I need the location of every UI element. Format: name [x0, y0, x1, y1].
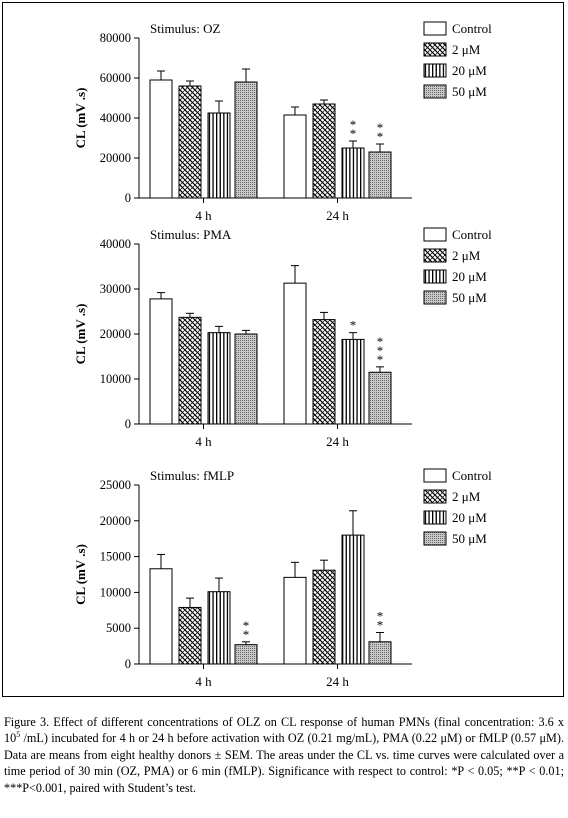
- x-tick-label: 4 h: [195, 208, 212, 223]
- significance-mark: *: [243, 618, 250, 633]
- chart-panel-1: 0 20000 40000 60000 80000 CL (mV .s) Stimulus:…: [73, 21, 492, 223]
- y-tick-label: 0: [125, 191, 131, 205]
- y-axis-label: CL (mV .s): [73, 304, 88, 365]
- legend-label: 20 μM: [452, 269, 487, 284]
- bar-0-0: [149, 298, 173, 425]
- y-tick-label: 0: [125, 657, 131, 671]
- legend-swatch: [423, 42, 447, 57]
- figure-3-charts: 0 20000 40000 60000 80000 CL (mV .s) Stimulus:…: [73, 21, 492, 689]
- bar-2-1: [341, 534, 365, 665]
- legend-swatch: [423, 21, 447, 36]
- bar-3-1: [368, 151, 392, 199]
- bar-3-0: [234, 644, 258, 665]
- legend-label: 20 μM: [452, 63, 487, 78]
- legend-swatch: [423, 84, 447, 99]
- x-tick-label: 4 h: [195, 434, 212, 449]
- y-tick-label: 10000: [100, 372, 131, 386]
- legend-label: 2 μM: [452, 248, 481, 263]
- bar-3-0: [234, 333, 258, 425]
- legend-swatch: [423, 489, 447, 504]
- y-tick-label: 40000: [100, 237, 131, 251]
- y-tick-label: 30000: [100, 282, 131, 296]
- legend-label: 2 μM: [452, 42, 481, 57]
- significance-mark: *: [377, 129, 384, 144]
- significance-mark: *: [377, 334, 384, 349]
- bar-3-1: [368, 371, 392, 425]
- significance-mark: *: [377, 617, 384, 632]
- legend-swatch: [423, 510, 447, 525]
- legend-label: Control: [452, 21, 492, 36]
- legend-swatch: [423, 290, 447, 305]
- significance-mark: *: [350, 126, 357, 141]
- bar-0-1: [283, 576, 307, 665]
- chart-panel-2: 0 10000 20000 30000 40000 CL (mV .s) Stimulus:…: [73, 227, 492, 449]
- bar-1-1: [312, 103, 336, 199]
- bar-2-0: [207, 591, 231, 665]
- y-tick-label: 5000: [106, 621, 131, 635]
- panel-annotation: Stimulus: PMA: [150, 227, 232, 242]
- bar-0-1: [283, 114, 307, 199]
- bar-0-0: [149, 79, 173, 199]
- y-tick-label: 40000: [100, 111, 131, 125]
- legend-swatch: [423, 531, 447, 546]
- bar-2-1: [341, 147, 365, 199]
- significance-mark: *: [377, 352, 384, 367]
- y-tick-label: 20000: [100, 151, 131, 165]
- legend-label: Control: [452, 468, 492, 483]
- bar-1-1: [312, 319, 336, 425]
- legend-label: 20 μM: [452, 510, 487, 525]
- legend-swatch: [423, 227, 447, 242]
- y-tick-label: 80000: [100, 31, 131, 45]
- significance-mark: *: [350, 117, 357, 132]
- legend-label: Control: [452, 227, 492, 242]
- y-tick-label: 20000: [100, 514, 131, 528]
- legend-swatch: [423, 63, 447, 78]
- bar-1-0: [178, 85, 202, 199]
- significance-mark: *: [377, 120, 384, 135]
- bar-3-1: [368, 641, 392, 665]
- chart-panel-3: 0 5000 10000 15000 20000 25000 CL (mV .s) Stimu…: [73, 468, 492, 689]
- legend-label: 2 μM: [452, 489, 481, 504]
- panel-annotation: Stimulus: OZ: [150, 21, 220, 36]
- bar-0-1: [283, 282, 307, 425]
- y-axis-label: CL (mV .s): [73, 88, 88, 149]
- significance-mark: *: [377, 343, 384, 358]
- legend-swatch: [423, 269, 447, 284]
- bar-1-0: [178, 606, 202, 665]
- x-tick-label: 24 h: [326, 434, 349, 449]
- bar-0-0: [149, 568, 173, 665]
- figure-frame: [2, 2, 564, 697]
- bar-3-0: [234, 81, 258, 199]
- bar-1-0: [178, 316, 202, 425]
- y-tick-label: 15000: [100, 550, 131, 564]
- caption-text-a: Figure 3. Effect of different concentrat…: [4, 715, 564, 746]
- legend-swatch: [423, 468, 447, 483]
- y-axis-label: CL (mV .s): [73, 544, 88, 605]
- caption-text-b: /mL) incubated for 4 h or 24 h before ac…: [4, 731, 564, 795]
- bar-2-1: [341, 338, 365, 425]
- panel-annotation: Stimulus: fMLP: [150, 468, 234, 483]
- significance-mark: *: [243, 627, 250, 642]
- legend-label: 50 μM: [452, 531, 487, 546]
- legend-swatch: [423, 248, 447, 263]
- y-tick-label: 10000: [100, 585, 131, 599]
- bar-2-0: [207, 112, 231, 199]
- y-tick-label: 0: [125, 417, 131, 431]
- figure-caption: Figure 3. Effect of different concentrat…: [4, 714, 564, 796]
- x-tick-label: 4 h: [195, 674, 212, 689]
- legend-label: 50 μM: [452, 84, 487, 99]
- significance-mark: *: [350, 318, 357, 333]
- bar-2-0: [207, 332, 231, 425]
- y-tick-label: 25000: [100, 478, 131, 492]
- significance-mark: *: [377, 608, 384, 623]
- bar-1-1: [312, 569, 336, 665]
- x-tick-label: 24 h: [326, 674, 349, 689]
- y-tick-label: 20000: [100, 327, 131, 341]
- caption-exponent: 5: [16, 730, 21, 740]
- legend-label: 50 μM: [452, 290, 487, 305]
- x-tick-label: 24 h: [326, 208, 349, 223]
- y-tick-label: 60000: [100, 71, 131, 85]
